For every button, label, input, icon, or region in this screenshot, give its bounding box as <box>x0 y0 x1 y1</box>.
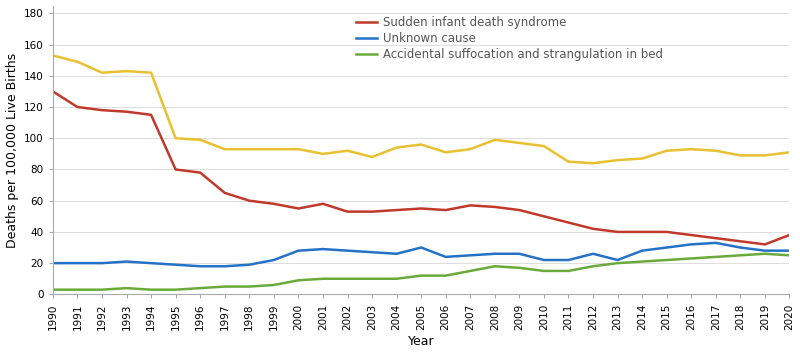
Sudden infant death syndrome <box>245 199 254 203</box>
Accidental suffocation and strangulation in bed <box>760 252 770 256</box>
Accidental suffocation and strangulation in bed <box>638 259 647 264</box>
Unknown cause <box>392 252 402 256</box>
Accidental suffocation and strangulation in bed <box>466 269 475 273</box>
Sudden infant death syndrome <box>514 208 524 212</box>
Unknown cause <box>245 263 254 267</box>
Accidental suffocation and strangulation in bed <box>613 261 622 265</box>
Accidental suffocation and strangulation in bed <box>97 287 106 292</box>
Accidental suffocation and strangulation in bed <box>785 253 794 257</box>
Sudden infant death syndrome <box>171 167 181 172</box>
Accidental suffocation and strangulation in bed <box>73 287 82 292</box>
Sudden infant death syndrome <box>588 227 598 231</box>
Accidental suffocation and strangulation in bed <box>367 276 377 281</box>
Accidental suffocation and strangulation in bed <box>490 264 500 268</box>
Unknown cause <box>711 241 721 245</box>
Accidental suffocation and strangulation in bed <box>269 283 278 287</box>
Sudden infant death syndrome <box>122 110 131 114</box>
Unknown cause <box>785 249 794 253</box>
Accidental suffocation and strangulation in bed <box>195 286 205 290</box>
Accidental suffocation and strangulation in bed <box>342 276 352 281</box>
Unknown cause <box>97 261 106 265</box>
Line: Sudden infant death syndrome: Sudden infant death syndrome <box>53 91 790 244</box>
Accidental suffocation and strangulation in bed <box>122 286 131 290</box>
Unknown cause <box>490 252 500 256</box>
Sudden infant death syndrome <box>392 208 402 212</box>
Unknown cause <box>269 258 278 262</box>
Sudden infant death syndrome <box>318 202 328 206</box>
Unknown cause <box>466 253 475 257</box>
Sudden infant death syndrome <box>342 210 352 214</box>
Unknown cause <box>342 249 352 253</box>
Unknown cause <box>318 247 328 251</box>
Sudden infant death syndrome <box>613 230 622 234</box>
Unknown cause <box>195 264 205 268</box>
Unknown cause <box>662 245 671 250</box>
Line: Unknown cause: Unknown cause <box>53 243 790 266</box>
Accidental suffocation and strangulation in bed <box>686 256 696 261</box>
Sudden infant death syndrome <box>466 203 475 207</box>
Accidental suffocation and strangulation in bed <box>416 274 426 278</box>
Unknown cause <box>171 263 181 267</box>
Sudden infant death syndrome <box>97 108 106 112</box>
Line: Accidental suffocation and strangulation in bed: Accidental suffocation and strangulation… <box>53 254 790 290</box>
Unknown cause <box>146 261 156 265</box>
Unknown cause <box>220 264 230 268</box>
Y-axis label: Deaths per 100,000 Live Births: Deaths per 100,000 Live Births <box>6 52 18 247</box>
Unknown cause <box>48 261 58 265</box>
Sudden infant death syndrome <box>416 206 426 211</box>
Sudden infant death syndrome <box>638 230 647 234</box>
Sudden infant death syndrome <box>146 113 156 117</box>
Unknown cause <box>760 249 770 253</box>
Unknown cause <box>588 252 598 256</box>
Unknown cause <box>441 255 450 259</box>
X-axis label: Year: Year <box>408 336 434 348</box>
Unknown cause <box>367 250 377 254</box>
Accidental suffocation and strangulation in bed <box>735 253 745 257</box>
Unknown cause <box>735 245 745 250</box>
Sudden infant death syndrome <box>760 242 770 246</box>
Accidental suffocation and strangulation in bed <box>392 276 402 281</box>
Accidental suffocation and strangulation in bed <box>441 274 450 278</box>
Unknown cause <box>294 249 303 253</box>
Unknown cause <box>73 261 82 265</box>
Unknown cause <box>122 259 131 264</box>
Legend: Sudden infant death syndrome, Unknown cause, Accidental suffocation and strangul: Sudden infant death syndrome, Unknown ca… <box>351 11 668 66</box>
Sudden infant death syndrome <box>220 191 230 195</box>
Unknown cause <box>539 258 549 262</box>
Accidental suffocation and strangulation in bed <box>245 284 254 289</box>
Sudden infant death syndrome <box>785 233 794 237</box>
Accidental suffocation and strangulation in bed <box>220 284 230 289</box>
Unknown cause <box>564 258 574 262</box>
Sudden infant death syndrome <box>490 205 500 209</box>
Unknown cause <box>514 252 524 256</box>
Accidental suffocation and strangulation in bed <box>588 264 598 268</box>
Sudden infant death syndrome <box>686 233 696 237</box>
Sudden infant death syndrome <box>735 239 745 244</box>
Sudden infant death syndrome <box>269 202 278 206</box>
Accidental suffocation and strangulation in bed <box>662 258 671 262</box>
Accidental suffocation and strangulation in bed <box>146 287 156 292</box>
Accidental suffocation and strangulation in bed <box>171 287 181 292</box>
Accidental suffocation and strangulation in bed <box>514 266 524 270</box>
Accidental suffocation and strangulation in bed <box>564 269 574 273</box>
Accidental suffocation and strangulation in bed <box>294 278 303 282</box>
Unknown cause <box>613 258 622 262</box>
Unknown cause <box>416 245 426 250</box>
Sudden infant death syndrome <box>73 105 82 109</box>
Accidental suffocation and strangulation in bed <box>48 287 58 292</box>
Unknown cause <box>638 249 647 253</box>
Sudden infant death syndrome <box>48 89 58 93</box>
Sudden infant death syndrome <box>367 210 377 214</box>
Unknown cause <box>686 242 696 246</box>
Sudden infant death syndrome <box>662 230 671 234</box>
Accidental suffocation and strangulation in bed <box>318 276 328 281</box>
Accidental suffocation and strangulation in bed <box>711 255 721 259</box>
Sudden infant death syndrome <box>441 208 450 212</box>
Sudden infant death syndrome <box>294 206 303 211</box>
Sudden infant death syndrome <box>711 236 721 240</box>
Sudden infant death syndrome <box>564 221 574 225</box>
Sudden infant death syndrome <box>195 171 205 175</box>
Sudden infant death syndrome <box>539 214 549 218</box>
Accidental suffocation and strangulation in bed <box>539 269 549 273</box>
